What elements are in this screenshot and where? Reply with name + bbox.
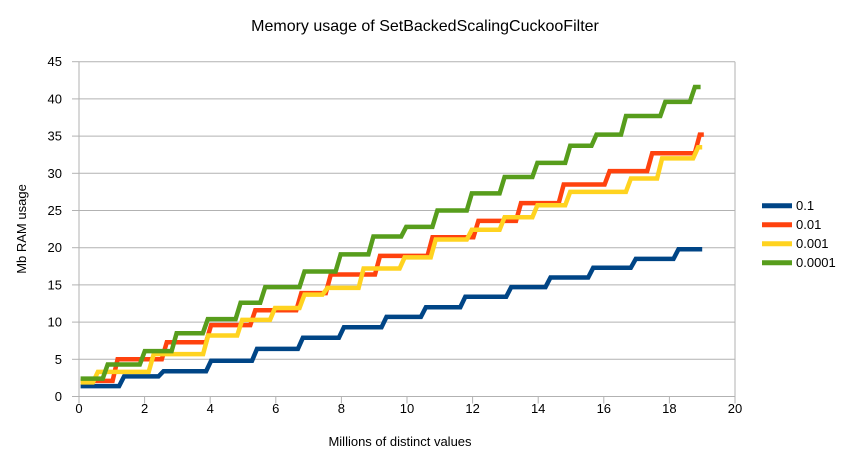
y-tick-label-15: 15 xyxy=(48,277,62,292)
x-tick-label-8: 8 xyxy=(338,401,345,416)
y-tick-label-40: 40 xyxy=(48,91,62,106)
legend-item-0.01: 0.01 xyxy=(762,217,821,232)
x-tick-label-0: 0 xyxy=(75,401,82,416)
y-tick-label-25: 25 xyxy=(48,203,62,218)
x-tick-label-14: 14 xyxy=(531,401,545,416)
series-line-0.001 xyxy=(80,145,703,385)
legend-item-0.0001: 0.0001 xyxy=(762,255,836,270)
legend-label-0.0001: 0.0001 xyxy=(796,255,836,270)
y-tick-label-30: 30 xyxy=(48,166,62,181)
x-tick-label-6: 6 xyxy=(272,401,279,416)
y-tick-label-10: 10 xyxy=(48,315,62,330)
legend-label-0.1: 0.1 xyxy=(796,198,814,213)
chart-title: Memory usage of SetBackedScalingCuckooFi… xyxy=(251,18,599,35)
legend: 0.1 0.01 0.001 0.0001 xyxy=(762,198,836,270)
series-line-0.1 xyxy=(80,246,703,389)
legend-label-0.01: 0.01 xyxy=(796,217,821,232)
y-tick-label-35: 35 xyxy=(48,129,62,144)
legend-item-0.1: 0.1 xyxy=(762,198,814,213)
legend-label-0.001: 0.001 xyxy=(796,236,829,251)
x-tick-label-10: 10 xyxy=(400,401,414,416)
y-tick-label-5: 5 xyxy=(55,352,62,367)
x-tick-label-20: 20 xyxy=(728,401,742,416)
x-tick-label-16: 16 xyxy=(597,401,611,416)
y-tick-label-45: 45 xyxy=(48,54,62,69)
x-tick-label-18: 18 xyxy=(662,401,676,416)
series-line-0.0001 xyxy=(80,84,701,381)
x-axis-title: Millions of distinct values xyxy=(328,434,472,449)
y-tick-label-20: 20 xyxy=(48,240,62,255)
y-axis-title: Mb RAM usage xyxy=(14,184,29,274)
legend-item-0.001: 0.001 xyxy=(762,236,829,251)
x-tick-label-2: 2 xyxy=(141,401,148,416)
x-tick-label-12: 12 xyxy=(465,401,479,416)
x-tick-label-4: 4 xyxy=(207,401,214,416)
y-tick-label-0: 0 xyxy=(55,389,62,404)
